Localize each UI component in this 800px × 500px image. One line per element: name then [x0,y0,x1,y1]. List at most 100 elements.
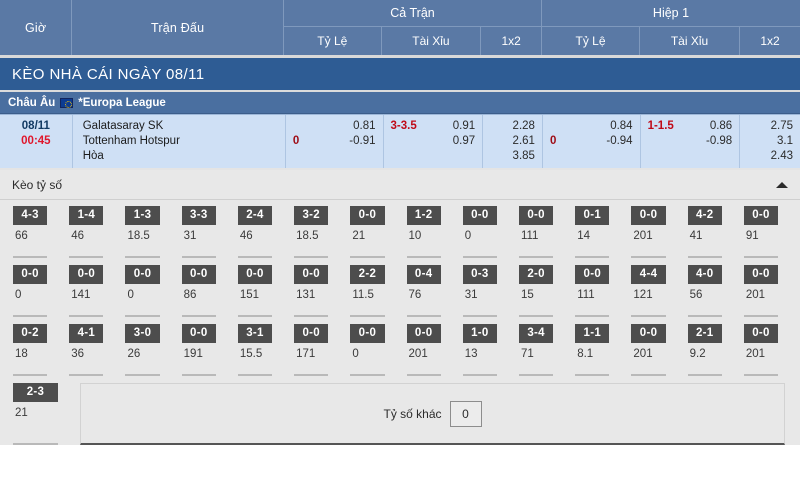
score-odds-section-header[interactable]: Kèo tỷ số [0,170,800,200]
caret-up-icon[interactable] [776,181,788,188]
score-tile-label: 0-0 [237,265,273,284]
half-handicap-cell[interactable]: 0.84 -0.94 0 [543,115,641,168]
column-header-gio: Giờ [0,0,73,55]
score-tile-label: 0-4 [406,265,441,284]
league-row[interactable]: Châu Âu *Europa League [0,92,800,114]
score-tile[interactable]: 0-0 0 [462,206,497,258]
score-tile[interactable]: 2-2 11.5 [350,265,385,317]
score-tile[interactable]: 3-2 18.5 [294,206,329,258]
score-tile[interactable]: 0-0 141 [69,265,104,317]
full-handicap-home-odd[interactable]: 0.81 [353,120,376,132]
score-tile[interactable]: 2-0 15 [518,265,554,317]
score-tile[interactable]: 0-0 171 [294,324,329,376]
score-tile[interactable]: 0-0 21 [350,206,385,258]
score-tile[interactable]: 0-3 31 [462,265,497,317]
score-tile[interactable]: 0-4 76 [406,265,441,317]
score-tile-odd: 18.5 [127,230,150,242]
score-tile[interactable]: 0-0 131 [294,265,329,317]
score-tile[interactable]: 3-0 26 [125,324,160,376]
score-tile[interactable]: 0-0 91 [743,206,779,258]
page-title: KÈO NHÀ CÁI NGÀY 08/11 [0,58,800,92]
match-kickoff-time: 00:45 [21,135,51,147]
score-tile[interactable]: 2-4 46 [237,206,273,258]
half-ou-over-odd[interactable]: 0.86 [709,120,733,132]
half-1x2-home[interactable]: 2.75 [770,120,793,132]
score-tile[interactable]: 0-0 201 [631,206,666,258]
score-tile[interactable]: 3-4 71 [518,324,554,376]
full-ou-under-odd[interactable]: 0.97 [452,135,476,147]
column-header-full-tyle: Tỷ Lệ [284,27,382,55]
score-tile[interactable]: 0-1 14 [575,206,610,258]
score-tile-label: 1-0 [462,324,497,343]
column-group-ca-tran: Cả Trận Tỷ Lệ Tài Xỉu 1x2 [284,0,542,55]
other-score-value[interactable]: 0 [449,400,482,427]
score-tile[interactable]: 0-0 0 [125,265,160,317]
score-tile[interactable]: 3-3 31 [181,206,216,258]
score-row-last: 2-3 21 Tỷ số khác 0 [0,383,800,445]
score-tile[interactable]: 0-0 201 [743,265,779,317]
match-row[interactable]: 08/11 00:45 Galatasaray SK Tottenham Hot… [0,114,800,170]
score-tile[interactable]: 1-1 8.1 [575,324,610,376]
full-1x2-away[interactable]: 3.85 [512,150,535,162]
score-tile-label: 4-2 [687,206,722,225]
score-tile-odd: 76 [408,289,422,301]
score-tile[interactable]: 0-0 201 [406,324,441,376]
full-1x2-draw[interactable]: 2.61 [512,135,535,147]
half-handicap-away-odd[interactable]: -0.94 [606,135,633,147]
score-tile[interactable]: 1-0 13 [462,324,497,376]
score-tile[interactable]: 0-0 201 [631,324,666,376]
score-row: 0-2 18 4-1 36 3-0 26 0-0 191 3-1 15.5 0-0 171 0-0 0 0-… [0,324,800,376]
half-overunder-cell[interactable]: 1-1.5 0.86 -0.98 [641,115,741,168]
full-handicap-value: 0 [292,135,300,147]
half-handicap-home-odd[interactable]: 0.84 [610,120,633,132]
score-tile[interactable]: 1-4 46 [69,206,104,258]
score-tile[interactable]: 0-0 201 [743,324,779,376]
score-tile-odd: 86 [183,289,197,301]
score-tile-odd: 9.2 [689,348,706,360]
score-tile[interactable]: 1-3 18.5 [125,206,160,258]
full-ou-over-odd[interactable]: 0.91 [452,120,476,132]
score-tile-odd: 31 [183,230,197,242]
score-tile-odd: 36 [71,348,85,360]
score-tile-odd: 0 [15,289,22,301]
score-tile[interactable]: 4-1 36 [69,324,104,376]
score-tile-odd: 201 [633,230,653,242]
score-tile-label: 0-0 [69,265,104,284]
score-tile[interactable]: 3-1 15.5 [237,324,273,376]
score-tile[interactable]: 0-0 151 [237,265,273,317]
match-date: 08/11 [21,120,50,132]
score-tile[interactable]: 0-2 18 [13,324,48,376]
column-group-title-ca-tran: Cả Trận [284,0,541,27]
score-tile[interactable]: 4-0 56 [687,265,722,317]
score-tile[interactable]: 0-0 86 [181,265,216,317]
full-handicap-cell[interactable]: 0.81 -0.91 0 [286,115,384,168]
score-tile[interactable]: 4-4 121 [631,265,666,317]
half-1x2-away[interactable]: 2.43 [770,150,793,162]
full-overunder-cell[interactable]: 3-3.5 0.91 0.97 [384,115,484,168]
score-tile-label: 0-0 [13,265,48,284]
score-tile[interactable]: 2-1 9.2 [687,324,722,376]
score-tile[interactable]: 0-0 191 [181,324,216,376]
half-ou-under-odd[interactable]: -0.98 [705,135,733,147]
score-tile[interactable]: 1-2 10 [406,206,441,258]
other-score-box[interactable]: Tỷ số khác 0 [80,383,785,445]
score-tile[interactable]: 2-3 21 [13,383,58,445]
score-row: 0-0 0 0-0 141 0-0 0 0-0 86 0-0 151 0-0 131 2-2 11.5 0-… [0,265,800,317]
score-tile[interactable]: 0-0 0 [13,265,48,317]
column-header-half-tyle: Tỷ Lệ [542,27,640,55]
column-header-half-1x2: 1x2 [760,34,780,48]
full-handicap-away-odd[interactable]: -0.91 [349,135,376,147]
full-1x2-cell[interactable]: 2.28 2.61 3.85 [483,115,543,168]
score-tile[interactable]: 0-0 111 [518,206,554,258]
score-tile[interactable]: 4-3 66 [13,206,48,258]
score-tile-label: 0-0 [350,324,385,343]
score-tile-label: 1-2 [406,206,441,225]
score-tile-label: 3-1 [237,324,273,343]
half-1x2-cell[interactable]: 2.75 3.1 2.43 [740,115,800,168]
score-tile[interactable]: 4-2 41 [687,206,722,258]
score-tile[interactable]: 0-0 111 [575,265,610,317]
half-1x2-draw[interactable]: 3.1 [777,135,793,147]
score-tile-odd: 201 [745,289,766,301]
full-1x2-home[interactable]: 2.28 [512,120,535,132]
score-tile[interactable]: 0-0 0 [350,324,385,376]
